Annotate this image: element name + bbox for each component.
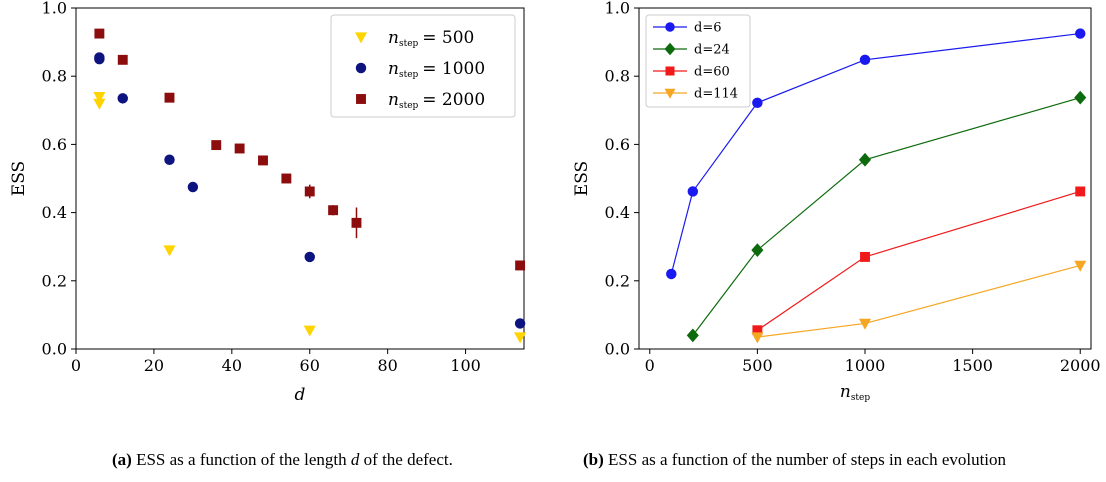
chart-a-point — [281, 173, 292, 184]
chart-b-x-tick-label: 1500 — [952, 356, 993, 375]
caption-a-var: d — [350, 450, 360, 469]
chart-b-point — [860, 251, 870, 262]
chart-a-point — [93, 91, 106, 103]
chart-b-point — [686, 328, 699, 343]
chart-b-series-line — [692, 97, 1081, 336]
chart-b-point — [687, 186, 699, 197]
chart-b-legend-marker — [664, 42, 676, 56]
chart-b-legend-marker — [664, 88, 676, 99]
chart-a-point — [514, 332, 527, 344]
chart-b-y-tick-label: 0.6 — [605, 135, 630, 154]
chart-a-legend: nstep = 500 nstep = 1000 nstep = 2000 — [330, 14, 516, 118]
chart-a-x-tick-label: 40 — [222, 356, 242, 375]
chart-b-x-tick-label: 0 — [645, 356, 655, 375]
caption-a: (a) ESS as a function of the length d of… — [112, 450, 453, 470]
chart-b: 0 500 1000 1500 2000 0.0 0.2 0.4 0.6 0.8 1.0 ESS nst… — [572, 0, 1101, 403]
chart-b-legend-marker — [665, 66, 675, 76]
chart-b-point — [1074, 90, 1087, 105]
chart-b-point — [751, 332, 764, 344]
chart-b-point — [666, 268, 677, 280]
chart-a-y-tick-label: 0.6 — [42, 135, 67, 154]
chart-b-x-tick-label: 1000 — [845, 356, 886, 375]
chart-a-legend-marker — [356, 94, 366, 104]
chart-b-x-tick-label: 2000 — [1060, 356, 1101, 375]
chart-b-legend-label: d=60 — [694, 65, 730, 80]
chart-b-series-line — [757, 264, 1081, 338]
chart-a-y-tick-label: 1.0 — [42, 0, 67, 18]
chart-b-point — [752, 325, 763, 336]
chart-a-y-tick-label: 0.8 — [42, 67, 67, 86]
figure-canvas: 0 20 40 60 80 100 0.0 0.2 0.4 0.6 0.8 1.0 ESS d nstep =… — [9, 0, 1101, 405]
chart-a-point — [234, 143, 245, 154]
chart-a-y-axis-label: ESS — [9, 161, 29, 196]
chart-a-x-tick-label: 100 — [450, 356, 481, 375]
chart-b-legend-label: d=114 — [694, 87, 738, 102]
chart-b-x-axis-label: nstep — [840, 382, 871, 403]
chart-a-point — [94, 28, 105, 39]
chart-a-legend-marker — [354, 32, 368, 44]
chart-a-point — [258, 155, 268, 166]
chart-a-y-tick-label: 0.4 — [42, 203, 67, 222]
chart-b-x-tick-label: 500 — [742, 356, 773, 375]
chart-a-legend-label: nstep = 1000 — [388, 59, 485, 80]
chart-a-x-tick-label: 80 — [377, 356, 397, 375]
chart-b-legend-marker — [665, 22, 675, 32]
chart-a-point — [164, 154, 175, 165]
chart-b-y-tick-label: 1.0 — [605, 0, 630, 18]
chart-b-y-axis-label: ESS — [572, 161, 592, 196]
chart-a-point — [328, 205, 339, 216]
chart-b-y-tick-label: 0.4 — [605, 203, 630, 222]
chart-a-x-tick-label: 60 — [300, 356, 320, 375]
chart-b-legend: d=6 d=24 d=60 d=114 — [645, 14, 751, 108]
chart-b-point — [752, 97, 763, 109]
chart-a-point — [187, 181, 199, 193]
chart-a-legend-marker — [355, 62, 367, 74]
caption-b-label: (b) — [583, 450, 604, 469]
chart-a-point — [117, 54, 128, 65]
chart-b-legend-label: d=24 — [694, 43, 730, 58]
chart-a-point — [211, 140, 222, 151]
chart-a-point — [304, 251, 315, 263]
caption-b: (b) ESS as a function of the number of s… — [583, 450, 1106, 470]
chart-b-point — [1074, 260, 1087, 272]
chart-a-y-tick-label: 0.2 — [42, 271, 67, 290]
chart-a-point — [515, 260, 526, 271]
chart-b-point — [1075, 28, 1086, 39]
chart-a-x-tick-label: 0 — [71, 356, 81, 375]
chart-a-x-axis-label: d — [295, 385, 306, 405]
chart-a-point — [351, 217, 362, 228]
chart-b-legend-label: d=6 — [694, 21, 722, 36]
chart-a-point — [163, 245, 176, 257]
chart-a-point — [514, 318, 526, 329]
chart-a-x-tick-label: 20 — [144, 356, 164, 375]
chart-b-point — [1075, 186, 1086, 197]
caption-b-text: ESS as a function of the number of steps… — [608, 450, 1007, 469]
chart-a-point — [303, 325, 316, 337]
chart-b-point — [858, 152, 872, 167]
chart-a-point — [117, 93, 128, 104]
chart-b-y-tick-label: 0.0 — [605, 340, 630, 359]
caption-a-text-2: of the defect. — [363, 450, 453, 469]
chart-a-legend-frame — [330, 14, 516, 118]
chart-a-point — [94, 53, 105, 65]
chart-b-point — [751, 243, 764, 257]
chart-a-plot-frame — [75, 7, 525, 350]
caption-a-label: (a) — [112, 450, 132, 469]
caption-a-text-1: ESS as a function of the length — [136, 450, 347, 469]
chart-a-point — [304, 186, 315, 197]
chart-a-point — [164, 92, 175, 103]
chart-a-legend-label: nstep = 500 — [388, 28, 474, 49]
chart-a-legend-label: nstep = 2000 — [388, 90, 485, 111]
chart-b-y-tick-label: 0.8 — [605, 67, 630, 86]
chart-b-y-tick-label: 0.2 — [605, 271, 630, 290]
chart-a: 0 20 40 60 80 100 0.0 0.2 0.4 0.6 0.8 1.0 ESS d nstep =… — [9, 0, 527, 405]
chart-b-point — [858, 318, 872, 330]
chart-b-legend-frame — [645, 14, 751, 108]
chart-a-point — [93, 98, 106, 110]
chart-b-point — [859, 54, 871, 66]
chart-a-y-tick-label: 0.0 — [42, 340, 67, 359]
